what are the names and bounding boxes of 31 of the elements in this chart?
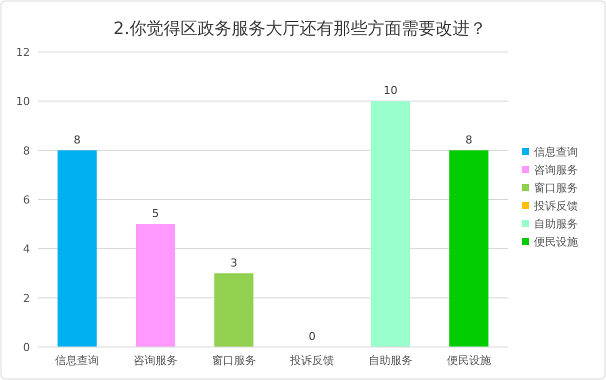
窗口服务: 3: [214, 256, 254, 347]
信息查询: 8: [58, 133, 97, 347]
y-tick-label: 8: [23, 144, 30, 158]
legend-label: 信息查询: [534, 146, 578, 158]
data-label: 8: [465, 133, 472, 146]
legend-label: 窗口服务: [534, 182, 578, 194]
x-tick-label: 咨询服务: [134, 354, 178, 367]
legend-label: 自助服务: [534, 218, 578, 230]
y-tick-label: 4: [23, 242, 30, 256]
x-tick-label: 窗口服务: [212, 354, 256, 367]
y-tick-label: 10: [16, 95, 30, 108]
chart-title: 2.你觉得区政务服务大厅还有那些方面需要改进？: [113, 19, 487, 39]
y-tick-label: 6: [23, 194, 30, 206]
y-tick-label: 12: [16, 46, 30, 59]
legend-label: 便民设施: [534, 236, 578, 248]
data-label: 3: [230, 256, 238, 270]
data-label: 8: [74, 133, 81, 146]
x-tick-label: 自助服务: [368, 354, 412, 367]
自助服务: 10: [370, 84, 410, 347]
legend-label: 投诉反馈: [533, 200, 578, 212]
x-tick-label: 便民设施: [446, 354, 491, 367]
x-tick-label: 投诉反馈: [289, 354, 334, 367]
y-tick-label: 0: [23, 341, 30, 354]
data-label: 10: [384, 84, 398, 98]
y-tick-label: 2: [23, 292, 30, 305]
咨询服务: 5: [136, 207, 176, 347]
便民设施: 8: [449, 133, 488, 347]
投诉反馈: 0: [308, 330, 316, 343]
data-label: 5: [152, 207, 159, 220]
x-tick-label: 信息查询: [55, 354, 100, 367]
legend-label: 咨询服务: [534, 164, 578, 176]
